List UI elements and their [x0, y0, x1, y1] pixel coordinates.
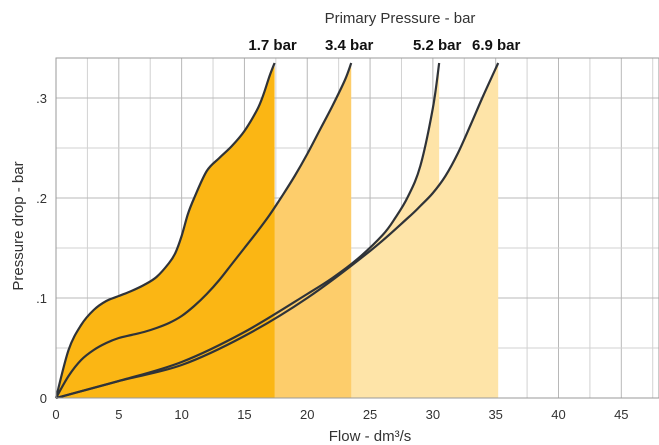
plot-frame [55, 57, 659, 399]
x-tick-label: 20 [300, 407, 314, 422]
series-labels: 1.7 bar 3.4 bar 5.2 bar 6.9 bar [248, 37, 520, 54]
x-tick-label: 45 [614, 407, 628, 422]
x-tick-label: 0 [52, 407, 59, 422]
line-17-bar [54, 62, 276, 399]
x-tick-label: 10 [174, 407, 188, 422]
line-34-bar [55, 62, 353, 399]
y-tick-label: 0 [40, 391, 47, 406]
x-tick-label: 30 [426, 407, 440, 422]
tick-labels: 0 5 10 15 20 25 30 35 40 45 0 .1 .2 .3 [36, 91, 628, 422]
chart-title: Primary Pressure - bar [325, 10, 476, 27]
x-axis-title: Flow - dm³/s [329, 428, 412, 445]
flow-areas [56, 63, 499, 398]
series-label: 1.7 bar [248, 37, 297, 54]
line-52-bar [55, 62, 441, 400]
y-tick-label: .2 [36, 191, 47, 206]
series-label: 5.2 bar [413, 37, 462, 54]
series-lines [54, 62, 500, 400]
x-tick-label: 5 [115, 407, 122, 422]
x-tick-label: 35 [488, 407, 502, 422]
line-69-bar [55, 62, 500, 400]
area-17-bar [56, 63, 275, 398]
y-tick-label: .3 [36, 91, 47, 106]
x-tick-label: 15 [237, 407, 251, 422]
y-axis-title: Pressure drop - bar [10, 161, 27, 290]
series-label: 6.9 bar [472, 37, 521, 54]
x-tick-label: 40 [551, 407, 565, 422]
x-tick-label: 25 [363, 407, 377, 422]
area-34-bar [56, 63, 352, 398]
y-tick-label: .1 [36, 291, 47, 306]
series-label: 3.4 bar [325, 37, 374, 54]
